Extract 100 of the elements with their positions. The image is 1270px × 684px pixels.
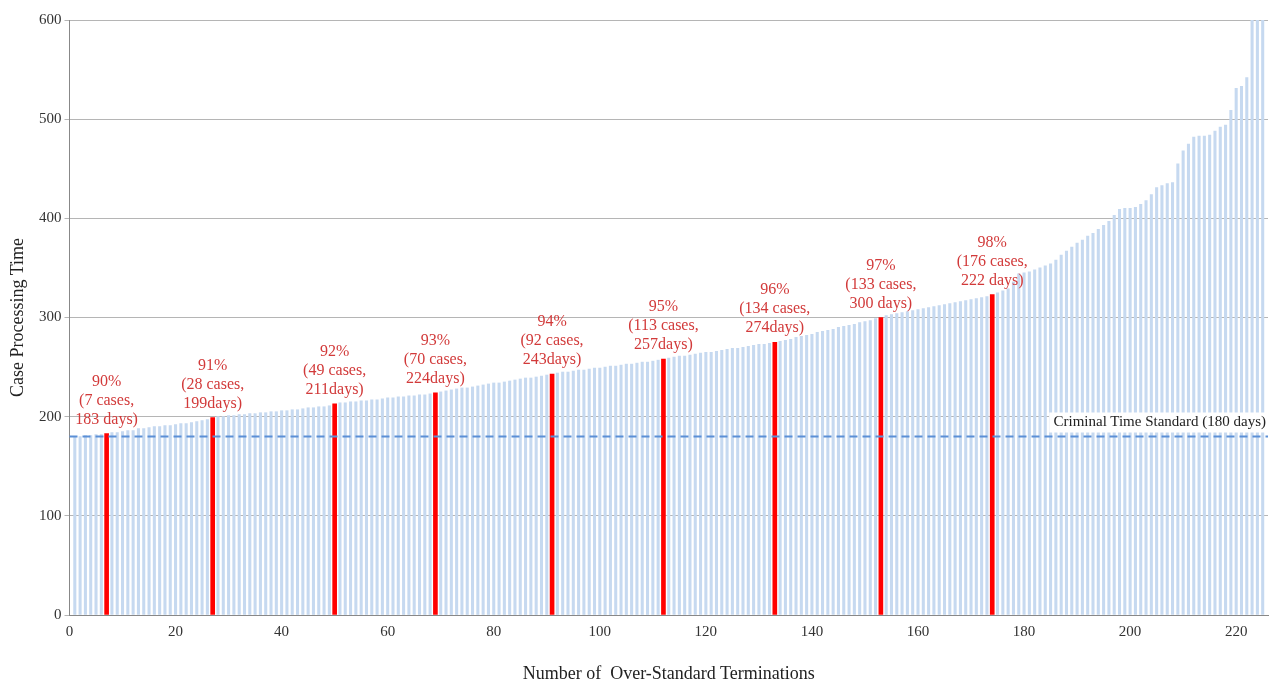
bar [423,394,427,615]
bar [577,369,581,615]
bar [810,334,814,615]
x-tick-label: 20 [168,622,184,639]
annotation: 95% (113 cases, 257days) [628,297,699,354]
bar [322,406,326,615]
bar [545,374,549,615]
bar [783,339,787,615]
bar [200,420,204,615]
bar [905,311,909,615]
bar [587,368,591,615]
bar [147,427,151,615]
bar [83,435,87,615]
bar [598,367,602,615]
bar [1197,135,1201,615]
bar [189,422,193,615]
y-tick-label: 100 [39,506,62,523]
annotation: 91% (28 cases, 199days) [181,355,245,412]
bar [174,424,178,615]
bar [73,436,77,615]
bar [163,425,167,615]
bar [428,393,432,615]
x-tick-label: 200 [1118,622,1142,639]
bar [852,324,856,615]
bar [725,348,729,615]
bar [704,351,708,615]
bar [253,413,257,615]
annotation: 93% (70 cases, 224days) [403,331,467,388]
annotation: 97% (133 cases, 300 days) [845,255,917,312]
bar [1038,267,1042,615]
bar [953,302,957,615]
bar [121,431,125,615]
bar [927,307,931,615]
bar [513,379,517,615]
bar [1107,220,1111,615]
bar [524,377,528,615]
bar [1033,269,1037,615]
bar [831,329,835,615]
bar [152,426,156,615]
bar [232,415,236,615]
bar [989,294,995,615]
bar [582,369,586,615]
annotation: 92% (49 cases, 211days) [303,341,367,398]
bar [210,417,216,615]
bar [455,388,459,615]
bar [980,297,984,615]
bar [709,351,713,615]
ref-line-label: Criminal Time Standard (180 days) [1053,413,1266,431]
bar [996,292,1000,615]
bar [683,355,687,615]
bar [821,331,825,615]
annotation: 98% (176 cases, 222 days) [956,232,1028,289]
bar [646,361,650,615]
bar [974,298,978,615]
x-tick-label: 100 [588,622,612,639]
bar [699,352,703,615]
bar [364,400,368,615]
bar [730,347,734,615]
bar [110,432,114,615]
bar [794,337,798,615]
bar [391,397,395,615]
bar [677,355,681,615]
bar [216,416,220,615]
bar [958,301,962,615]
bar [884,315,888,615]
bar [667,357,671,615]
bar [836,327,840,615]
bar [94,434,98,615]
bar [969,299,973,615]
y-axis-title: Case Processing Time [6,237,27,398]
bar [158,426,162,615]
bar [608,365,612,615]
bar [444,390,448,615]
bar [131,430,135,615]
bar [126,430,130,615]
bar [269,411,273,615]
x-tick-label: 120 [694,622,718,639]
bar [826,330,830,615]
bar [354,401,358,615]
bar [338,402,342,615]
bar [306,407,310,615]
bar [592,367,597,615]
bar [349,401,353,615]
bar [497,382,501,615]
annotation: 90% (7 cases, 183 days) [75,371,138,428]
bar [767,342,772,615]
bar [99,434,103,615]
bar [762,343,766,615]
annotation: 96% (134 cases, 274days) [739,280,811,337]
bar [327,405,331,615]
bar [502,381,506,615]
bar [311,407,315,615]
x-tick-label: 140 [800,622,824,639]
bar [937,305,941,615]
bar [508,380,512,615]
x-tick-label: 180 [1012,622,1036,639]
bar [539,375,544,615]
x-axis-title: Number of Over-Standard Terminations [522,662,815,683]
bar [688,354,692,615]
bar [619,364,623,615]
